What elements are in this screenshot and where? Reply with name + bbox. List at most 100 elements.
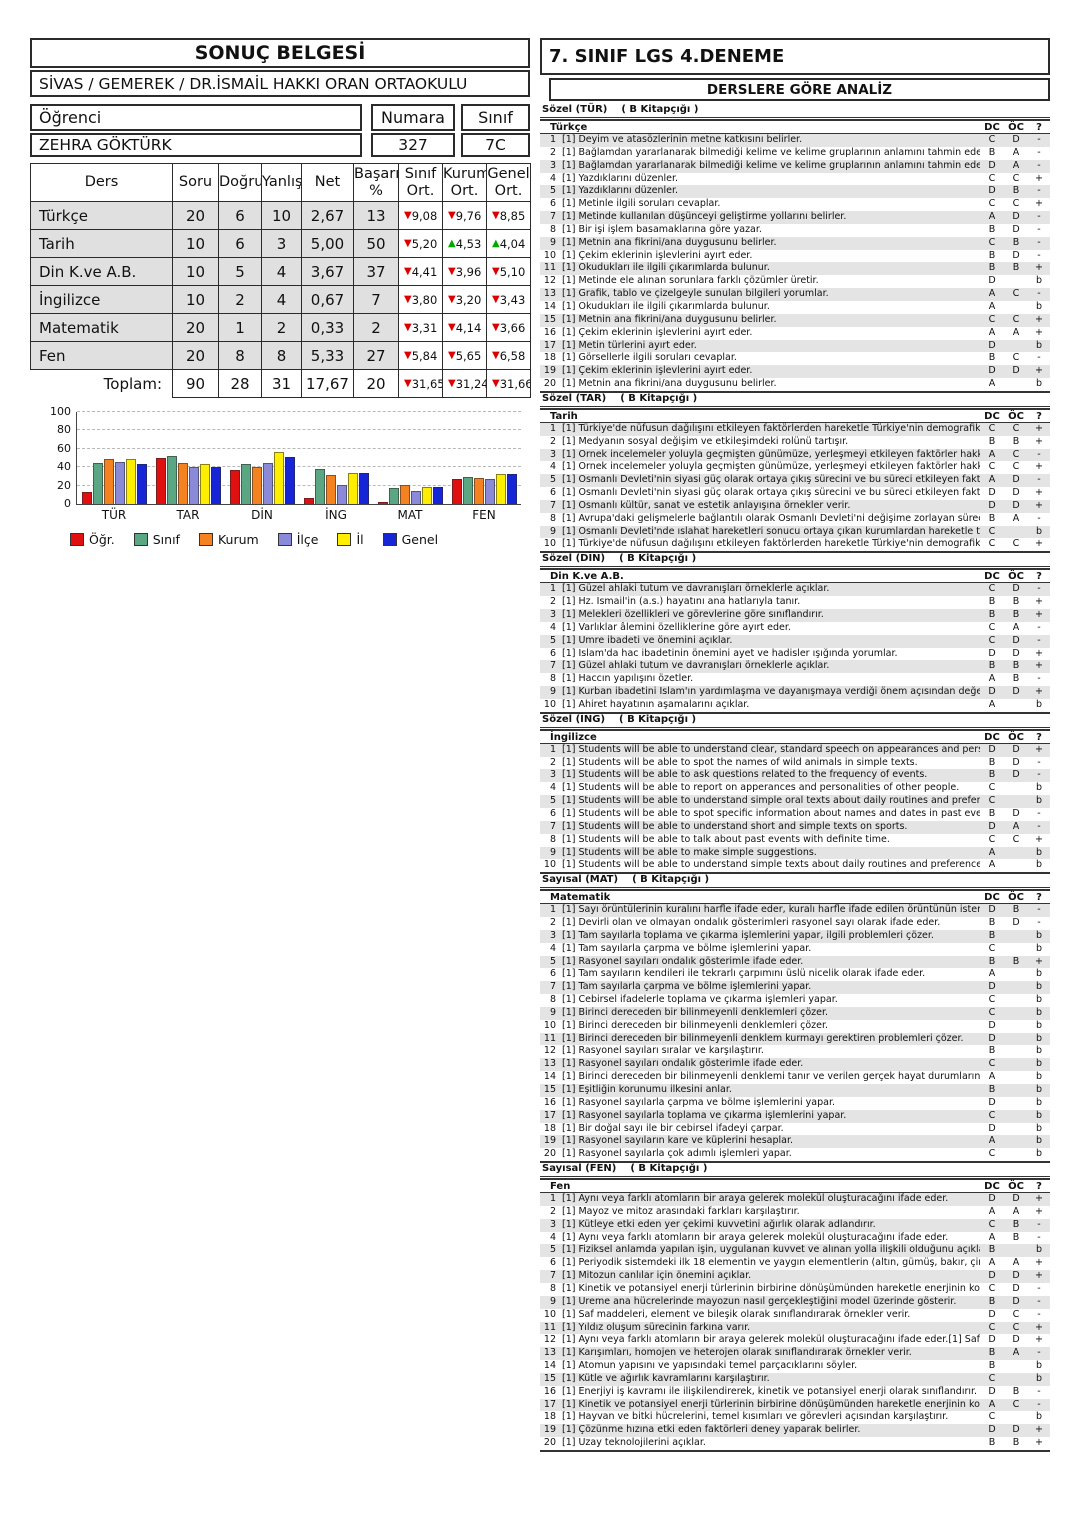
objective-row: 4 [1] Aynı veya farklı atomların bir aray… <box>540 1232 1050 1245</box>
objective-text: [1] Hayvan ve bitki hücrelerini, temel k… <box>562 1411 949 1423</box>
result-mark: - <box>1037 1282 1041 1294</box>
objective-text: [1] Metin türlerini ayırt eder. <box>562 339 697 351</box>
column-header: ÖC <box>1008 1181 1024 1193</box>
booklet-label: ( B Kitapçığı ) <box>619 553 697 565</box>
section-header: Din K.ve A.B. DC ÖC? <box>540 568 1050 584</box>
row-number: 7 <box>549 499 556 511</box>
result-mark: + <box>1035 422 1043 434</box>
row-number: 18 <box>543 1122 556 1134</box>
student-answer: D <box>1012 807 1020 819</box>
x-axis-label: MAT <box>397 508 423 522</box>
bar <box>314 469 325 504</box>
objective-text: [1] Aynı veya farklı atomların bir araya… <box>562 1193 949 1205</box>
down-triangle-icon: ▼ <box>492 293 500 305</box>
objective-row: 4 [1] Örnek incelemeler yoluyla geçmişten… <box>540 461 1050 474</box>
chart-legend: Öğr. Sınıf Kurum İlçe İl Genel <box>70 532 438 547</box>
column-header: ? <box>1036 1181 1042 1193</box>
average-cell: ▼ 4,41 <box>398 257 443 286</box>
results-row: Din K.ve A.B. 10 5 4 3,67 37 ▼ 4,41 ▼ 3,96 ▼ 5,10 <box>30 257 531 286</box>
student-answer: D <box>1012 499 1020 511</box>
student-answer: D <box>1012 1270 1020 1282</box>
objective-row: 4 [1] Varlıklar âlemini özelliklerine gör… <box>540 622 1050 635</box>
correct-answer: C <box>988 313 996 325</box>
student-answer: A <box>1012 621 1020 633</box>
correct-answer: A <box>988 1257 996 1269</box>
row-number: 5 <box>549 795 556 807</box>
row-number: 18 <box>543 352 556 364</box>
result-mark: - <box>1037 288 1041 300</box>
legend-swatch <box>337 533 352 546</box>
result-mark: - <box>1037 1398 1041 1410</box>
school-name: SİVAS / GEMEREK / DR.İSMAİL HAKKI ORAN O… <box>30 70 530 97</box>
objective-text: [1] Fiziksel anlamda yapılan işin, uygul… <box>562 1244 980 1256</box>
student-answer <box>1004 1373 1028 1386</box>
results-header-cell: Ders <box>30 163 173 202</box>
down-triangle-icon: ▼ <box>404 349 412 361</box>
result-mark: b <box>1035 378 1043 390</box>
legend-item: İlçe <box>277 532 318 547</box>
section-subject: Fen <box>550 1181 571 1193</box>
objective-row: 12 [1] Aynı veya farklı atomların bir ara… <box>540 1334 1050 1347</box>
down-triangle-icon: ▼ <box>404 265 412 277</box>
objective-row: 9 [1] Osmanlı Devleti'nde ıslahat hareket… <box>540 525 1050 539</box>
correct-answer: D <box>988 743 996 755</box>
correct-answer: B <box>988 146 996 158</box>
value-cell: 31 <box>261 369 302 398</box>
average-cell: ▼ 31,24 <box>442 369 487 398</box>
result-mark: b <box>1035 859 1043 871</box>
result-mark: - <box>1037 512 1041 524</box>
objective-row: 4 [1] Students will be able to report on … <box>540 782 1050 795</box>
value-cell: 6 <box>218 229 262 258</box>
objective-row: 12 [1] Rasyonel sayıları sıralar ve karşı… <box>540 1045 1050 1058</box>
objective-text: [1] Birinci dereceden bir bilinmeyenli d… <box>562 1071 980 1083</box>
objective-text: [1] Metnin ana fikrini/ana duygusunu bel… <box>562 313 777 325</box>
results-row: Toplam: 90 28 31 17,67 20 ▼ 31,65 ▼ 31,24 ▼ 31,66 <box>30 369 531 398</box>
section-label: Sözel (İNG) ( B Kitapçığı ) <box>540 714 1050 728</box>
average-cell: ▼ 5,20 <box>398 229 443 258</box>
average-value: 31,24 <box>455 376 487 391</box>
correct-answer: D <box>988 686 996 698</box>
objective-row: 16 [1] Rasyonel sayılarla çarpma ve bölme… <box>540 1097 1050 1110</box>
objective-row: 9 [1] Metnin ana fikrini/ana duygusunu be… <box>540 236 1050 250</box>
row-number: 4 <box>549 621 556 633</box>
objective-text: [1] Yazdıklarını düzenler. <box>562 185 679 197</box>
correct-answer: A <box>988 1135 996 1147</box>
row-number: 12 <box>543 1334 556 1346</box>
section-label: Sayısal (MAT) ( B Kitapçığı ) <box>540 874 1050 889</box>
student-answer: D <box>1012 1193 1020 1205</box>
objective-text: [1] Tam sayılarla çarpma ve bölme işleml… <box>562 942 812 954</box>
correct-answer: C <box>988 1411 996 1423</box>
correct-answer: A <box>988 859 996 871</box>
results-table-body: Türkçe 20 6 10 2,67 13 ▼ 9,08 ▼ 9,76 ▼ 8,85 Tarih 10 6… <box>30 201 531 398</box>
student-answer: D <box>1012 1334 1020 1346</box>
student-answer: C <box>1012 172 1020 184</box>
objective-row: 8 [1] Students will be able to talk about… <box>540 834 1050 847</box>
average-value: 5,10 <box>499 264 526 279</box>
objectives-table: 1 [1] Students will be able to understand… <box>540 743 1050 875</box>
bar <box>92 462 103 504</box>
correct-answer: C <box>988 538 996 550</box>
row-number: 17 <box>543 339 556 351</box>
down-triangle-icon: ▼ <box>448 293 456 305</box>
correct-answer: D <box>988 1270 996 1282</box>
student-answer: B <box>1012 673 1020 685</box>
row-number: 13 <box>543 1058 556 1070</box>
row-number: 1 <box>549 583 556 595</box>
objective-row: 3 [1] Students will be able to ask questi… <box>540 769 1050 783</box>
correct-answer: C <box>988 1282 996 1294</box>
student-answer: A <box>1012 512 1020 524</box>
result-mark: - <box>1037 474 1041 486</box>
objective-row: 12 [1] Metinde ele alınan sorunlara farkl… <box>540 275 1050 288</box>
column-header: DC <box>984 122 1000 133</box>
value-cell: 2 <box>218 285 262 314</box>
row-number: 2 <box>549 146 556 158</box>
section-label: Sözel (TÜR) ( B Kitapçığı ) <box>540 104 1050 118</box>
objective-text: [1] Osmanlı kültür, sanat ve estetik anl… <box>562 499 851 511</box>
value-cell: 2 <box>261 313 302 342</box>
student-answer: D <box>1012 1295 1020 1307</box>
result-mark: b <box>1035 1058 1043 1070</box>
legend-label: Sınıf <box>152 532 180 547</box>
correct-answer: C <box>988 134 996 145</box>
value-cell: 4 <box>261 285 302 314</box>
objective-row: 6 [1] Students will be able to spot speci… <box>540 808 1050 821</box>
